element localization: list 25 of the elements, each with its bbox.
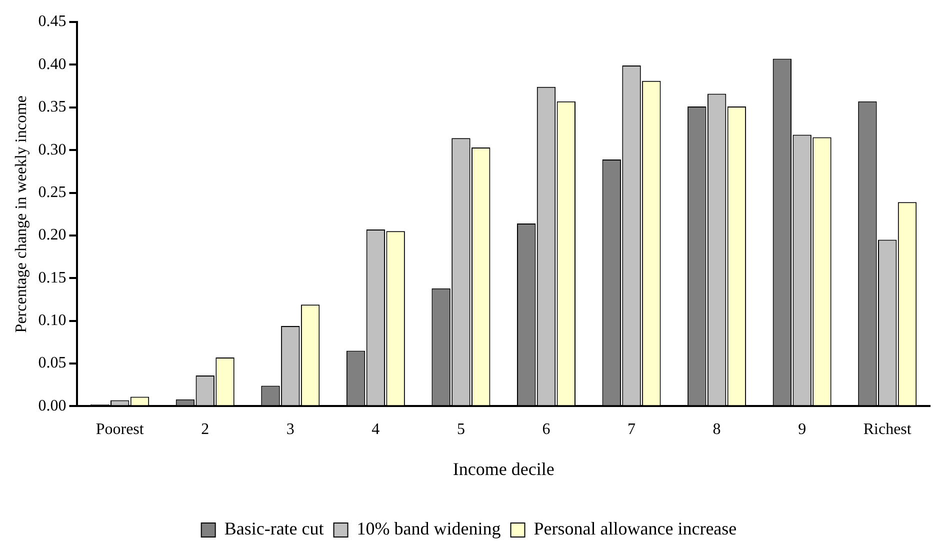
y-tick-label: 0.20	[38, 226, 66, 244]
y-tick-label: 0.40	[38, 56, 66, 73]
legend-label: 10% band widening	[356, 518, 501, 539]
y-tick-label: 0.30	[38, 141, 66, 158]
y-tick-label: 0.45	[38, 13, 66, 30]
x-tick-label: Poorest	[96, 421, 144, 438]
legend-label: Personal allowance increase	[534, 518, 737, 539]
y-axis-title: Percentage change in weekly income	[12, 95, 30, 333]
legend-label: Basic-rate cut	[224, 518, 324, 539]
y-tick-label: 0.00	[38, 397, 66, 414]
y-tick-label: 0.15	[38, 269, 66, 286]
x-tick-label: Richest	[863, 421, 912, 438]
x-tick-label: 3	[286, 421, 294, 438]
x-axis-title: Income decile	[452, 458, 554, 479]
y-tick-label: 0.05	[38, 354, 66, 372]
y-tick-label: 0.35	[38, 98, 66, 116]
x-tick-label: 7	[628, 421, 636, 438]
y-tick-label: 0.10	[38, 312, 66, 330]
x-tick-label: 4	[372, 421, 380, 438]
x-tick-label: 2	[201, 421, 210, 438]
x-tick-label: 8	[712, 421, 721, 438]
x-tick-label: 6	[542, 421, 550, 438]
y-tick-label: 0.25	[38, 184, 66, 201]
x-tick-label: 5	[456, 421, 465, 438]
x-tick-label: 9	[798, 421, 806, 438]
